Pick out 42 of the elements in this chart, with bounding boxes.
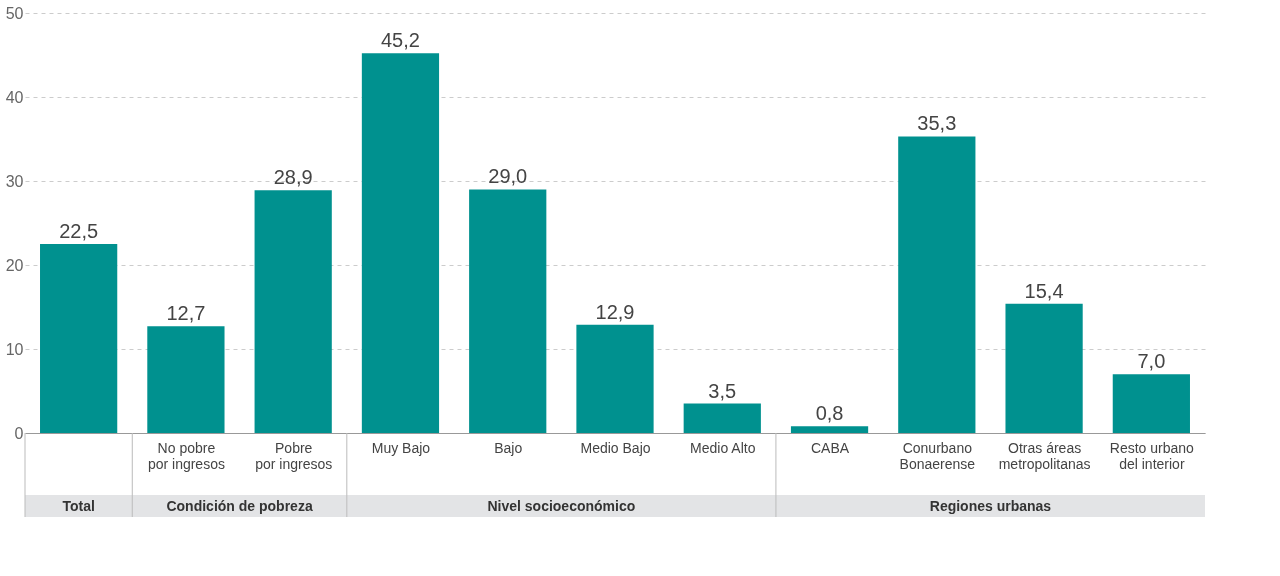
text: Nivel socioeconómico: [487, 498, 636, 514]
bar: [254, 190, 332, 433]
text: Total: [62, 498, 95, 514]
bar: [147, 326, 225, 433]
x-tick-label: Conurbano Bonaerense: [899, 439, 976, 472]
data-label: 7,0: [1137, 350, 1166, 373]
y-tick-label: 20: [5, 256, 24, 274]
x-tick-label: Medio Bajo: [580, 439, 651, 456]
bar: [898, 136, 976, 433]
data-label: 3,5: [708, 379, 737, 402]
data-label: 35,3: [917, 112, 957, 135]
data-label: 45,2: [380, 29, 420, 52]
bar: [361, 53, 440, 433]
x-tick-label: No pobre por ingresos: [147, 439, 225, 472]
y-tick-label: 0: [14, 424, 24, 442]
bar: [469, 189, 547, 433]
x-tick-label: Resto urbano del interior: [1109, 439, 1195, 472]
bar: [1005, 303, 1083, 433]
y-tick-label: 50: [5, 4, 24, 22]
data-label: 12,7: [166, 302, 206, 325]
x-tick-label: Bajo: [494, 439, 523, 456]
x-tick-label: Medio Alto: [690, 439, 756, 456]
y-tick-label: 40: [5, 88, 24, 106]
x-tick-label: Muy Bajo: [371, 439, 431, 456]
x-tick-label: Otras áreas metropolitanas: [998, 439, 1091, 472]
bar: [790, 426, 869, 433]
text: Regiones urbanas: [929, 498, 1052, 514]
text: Condición de pobreza: [166, 498, 313, 514]
y-tick-label: 30: [5, 172, 24, 190]
bar: [40, 244, 118, 433]
data-label: 12,9: [595, 300, 635, 323]
bar: [683, 403, 761, 433]
data-label: 29,0: [488, 165, 528, 188]
bar: [576, 324, 654, 433]
bar: [1112, 374, 1190, 433]
data-label: 22,5: [59, 220, 99, 242]
x-tick-label: Pobre por ingresos: [255, 439, 333, 472]
data-label: 0,8: [815, 402, 844, 425]
y-tick-label: 10: [5, 340, 24, 358]
data-label: 28,9: [273, 166, 313, 189]
data-label: 15,4: [1024, 279, 1064, 302]
x-tick-label: CABA: [810, 439, 850, 456]
